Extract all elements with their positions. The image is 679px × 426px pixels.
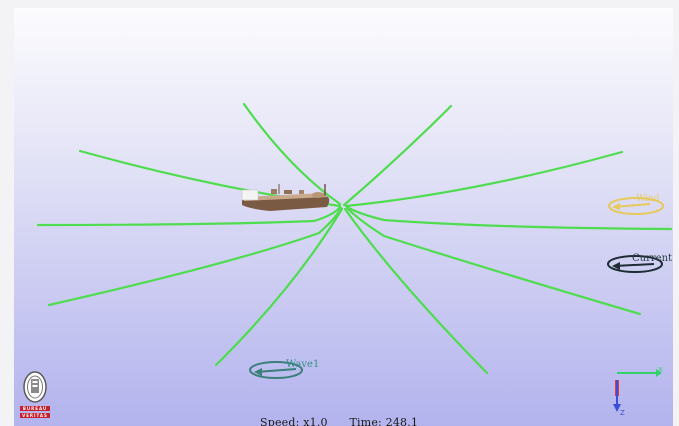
time-readout: Time: 248.1 xyxy=(349,416,419,426)
logo-line2: VERITAS xyxy=(22,413,48,418)
current-arrow-icon xyxy=(612,262,620,270)
current-ring xyxy=(607,255,663,273)
axis-z-label: Z xyxy=(620,409,625,417)
axis-triad: X Z xyxy=(613,366,663,417)
mooring-line-2 xyxy=(342,104,453,207)
mooring-line-9 xyxy=(214,207,344,367)
mooring-line-7 xyxy=(47,206,343,307)
vessel[interactable] xyxy=(241,184,330,211)
vessel-deck xyxy=(244,193,327,201)
wind-ring xyxy=(608,197,664,215)
wind-label: Wind xyxy=(636,194,660,204)
current-indicator[interactable]: Current xyxy=(607,253,672,273)
mooring-line-6 xyxy=(345,205,673,231)
mooring-line-10 xyxy=(343,207,489,375)
wind-arrow-icon xyxy=(612,203,620,210)
axis-x-label: X xyxy=(658,366,663,374)
mooring-line-4 xyxy=(344,150,624,208)
wave-arrow-icon xyxy=(254,368,262,376)
mooring-line-1 xyxy=(242,102,342,206)
vessel-superstructure xyxy=(241,189,259,201)
wave-label: Wave1 xyxy=(286,359,319,370)
wave-indicator[interactable]: Wave1 xyxy=(249,359,319,379)
status-bar: Speed: x1.0 Time: 248.1 xyxy=(260,416,436,426)
wind-indicator[interactable]: Wind xyxy=(608,194,664,215)
scene-canvas[interactable]: Wind Current Wave1 xyxy=(14,8,673,426)
mooring-line-5 xyxy=(36,205,342,227)
bureau-veritas-logo: BUREAU VERITAS xyxy=(16,370,52,422)
3d-viewport[interactable]: Wind Current Wave1 xyxy=(14,8,673,426)
logo-line1: BUREAU xyxy=(22,406,48,411)
current-label: Current xyxy=(632,253,672,264)
mooring-line-8 xyxy=(345,206,642,316)
speed-readout: Speed: x1.0 xyxy=(260,416,328,426)
mooring-lines xyxy=(36,102,673,375)
wave-ring xyxy=(249,361,303,379)
